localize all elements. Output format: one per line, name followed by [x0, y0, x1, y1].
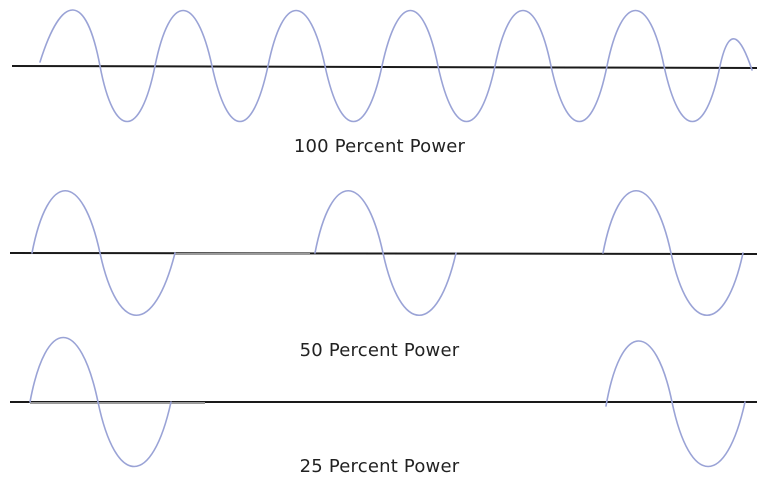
panel-25-percent [10, 336, 757, 468]
waveform-25-percent-pulse-1 [29, 336, 172, 468]
waveform-100-percent [39, 9, 753, 123]
waveform-50-percent-pulse-1 [31, 190, 176, 316]
baseline-100-percent [11, 65, 758, 69]
caption-50-percent-power: 50 Percent Power [299, 340, 460, 361]
panel-50-percent [9, 190, 758, 316]
waveform-25-percent-pulse-2 [605, 340, 746, 468]
waveform-50-percent-pulse-2 [314, 190, 457, 316]
waveform-50-percent-pulse-3 [602, 190, 744, 316]
caption-25-percent-power: 25 Percent Power [299, 456, 460, 477]
caption-100-percent-power: 100 Percent Power [293, 136, 466, 157]
panel-100-percent [11, 9, 758, 123]
